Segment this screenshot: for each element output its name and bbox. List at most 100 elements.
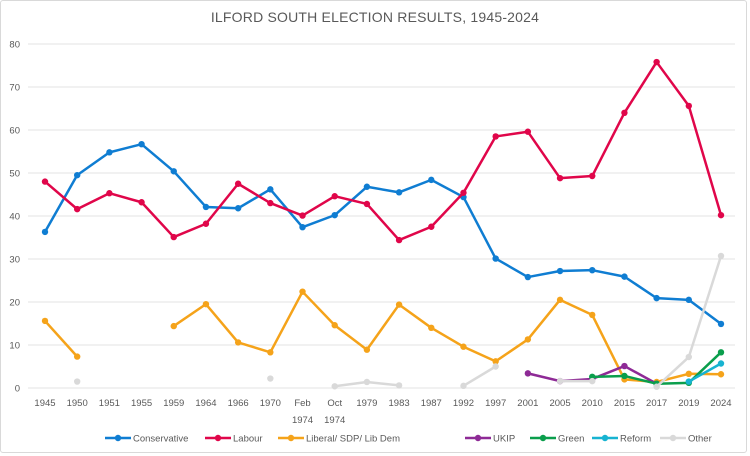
labour-point xyxy=(234,180,242,187)
liberal-sdp-lib-dem-point xyxy=(685,370,693,378)
x-tick-label: 1950 xyxy=(67,398,88,409)
labour-point xyxy=(299,212,306,219)
x-tick-label: Feb xyxy=(294,398,310,409)
conservative-point xyxy=(717,320,725,328)
legend-marker xyxy=(669,434,677,442)
other-line xyxy=(462,365,497,387)
labour-point xyxy=(556,174,564,182)
legend-label: UKIP xyxy=(493,434,515,445)
conservative-point xyxy=(234,205,242,212)
legend-marker xyxy=(474,434,482,442)
labour-point xyxy=(428,223,435,230)
liberal-sdp-lib-dem-point xyxy=(395,301,403,308)
liberal-sdp-lib-dem-point xyxy=(267,349,274,356)
y-tick-label: 70 xyxy=(9,83,20,94)
conservative-point xyxy=(267,186,274,193)
conservative-line xyxy=(43,142,722,325)
x-tick-label: 1945 xyxy=(34,398,55,409)
ukip-point xyxy=(621,362,628,370)
conservative-point xyxy=(621,273,628,280)
x-tick-label: 1979 xyxy=(356,398,377,409)
conservative-point xyxy=(653,294,660,302)
liberal-sdp-lib-dem-point xyxy=(363,346,371,353)
legend-label: Green xyxy=(558,434,584,445)
labour-point xyxy=(41,178,49,185)
conservative-point xyxy=(363,183,371,190)
conservative-point xyxy=(106,149,113,156)
x-tick-label: 2001 xyxy=(517,398,538,409)
green-point xyxy=(717,349,725,356)
labour-point xyxy=(621,109,628,117)
conservative-point xyxy=(556,267,564,275)
labour-point xyxy=(717,211,725,219)
liberal-sdp-lib-dem-line xyxy=(44,320,79,358)
liberal-sdp-lib-dem-point xyxy=(524,336,532,343)
y-tick-label: 40 xyxy=(9,212,20,223)
legend-marker xyxy=(539,434,547,442)
x-tick-label: 2024 xyxy=(710,398,731,409)
liberal-sdp-lib-dem-point xyxy=(234,339,242,346)
conservative-point xyxy=(41,228,49,236)
legend-label: Liberal/ SDP/ Lib Dem xyxy=(306,434,400,445)
y-tick-label: 10 xyxy=(9,341,20,352)
y-tick-label: 50 xyxy=(9,169,20,180)
green-point xyxy=(621,372,628,380)
labour-point xyxy=(685,102,693,110)
y-tick-label: 60 xyxy=(9,126,20,137)
liberal-sdp-lib-dem-point xyxy=(556,296,564,304)
legend-label: Labour xyxy=(233,434,263,445)
x-tick-label: 1992 xyxy=(453,398,474,409)
labour-point xyxy=(73,205,81,213)
legend-label: Other xyxy=(688,434,712,445)
legend-marker xyxy=(214,434,222,442)
other-point xyxy=(363,378,371,386)
x-tick-label: 1959 xyxy=(163,398,184,409)
conservative-point xyxy=(492,255,499,262)
labour-point xyxy=(589,172,596,180)
other-point xyxy=(267,375,274,382)
x-tick-label: Oct xyxy=(327,398,342,409)
y-tick-label: 20 xyxy=(9,298,20,309)
labour-line xyxy=(44,60,723,242)
liberal-sdp-lib-dem-point xyxy=(331,322,338,329)
liberal-sdp-lib-dem-point xyxy=(299,288,306,295)
reform-line xyxy=(688,362,722,383)
conservative-point xyxy=(428,176,435,184)
liberal-sdp-lib-dem-point xyxy=(428,324,435,331)
legend-label: Conservative xyxy=(133,434,188,445)
liberal-sdp-lib-dem-point xyxy=(492,358,499,365)
liberal-sdp-lib-dem-line xyxy=(173,290,722,384)
conservative-point xyxy=(170,168,177,175)
liberal-sdp-lib-dem-point xyxy=(460,343,467,350)
liberal-sdp-lib-dem-point xyxy=(170,322,177,330)
liberal-sdp-lib-dem-point xyxy=(202,300,210,308)
other-point xyxy=(73,378,81,385)
conservative-point xyxy=(138,140,145,148)
reform-point xyxy=(685,378,693,385)
liberal-sdp-lib-dem-point xyxy=(717,371,725,378)
y-tick-label: 80 xyxy=(9,40,20,51)
other-point xyxy=(556,377,564,385)
legend-marker xyxy=(287,434,295,442)
other-point xyxy=(460,382,467,390)
legend-marker xyxy=(114,434,122,442)
conservative-point xyxy=(331,211,338,219)
other-point xyxy=(653,383,660,390)
other-point xyxy=(395,382,403,389)
x-tick-label: 1955 xyxy=(131,398,152,409)
conservative-point xyxy=(299,223,306,231)
other-point xyxy=(685,353,693,361)
y-tick-label: 30 xyxy=(9,255,20,266)
labour-point xyxy=(363,200,371,208)
x-tick-label: 1983 xyxy=(389,398,410,409)
other-point xyxy=(331,383,338,390)
x-tick-label: 1997 xyxy=(485,398,506,409)
other-point xyxy=(589,377,596,385)
x-tick-label: 1964 xyxy=(195,398,216,409)
x-tick-label: 2015 xyxy=(614,398,635,409)
labour-point xyxy=(492,133,499,140)
labour-point xyxy=(460,189,467,196)
labour-point xyxy=(170,233,177,241)
conservative-point xyxy=(524,273,532,281)
